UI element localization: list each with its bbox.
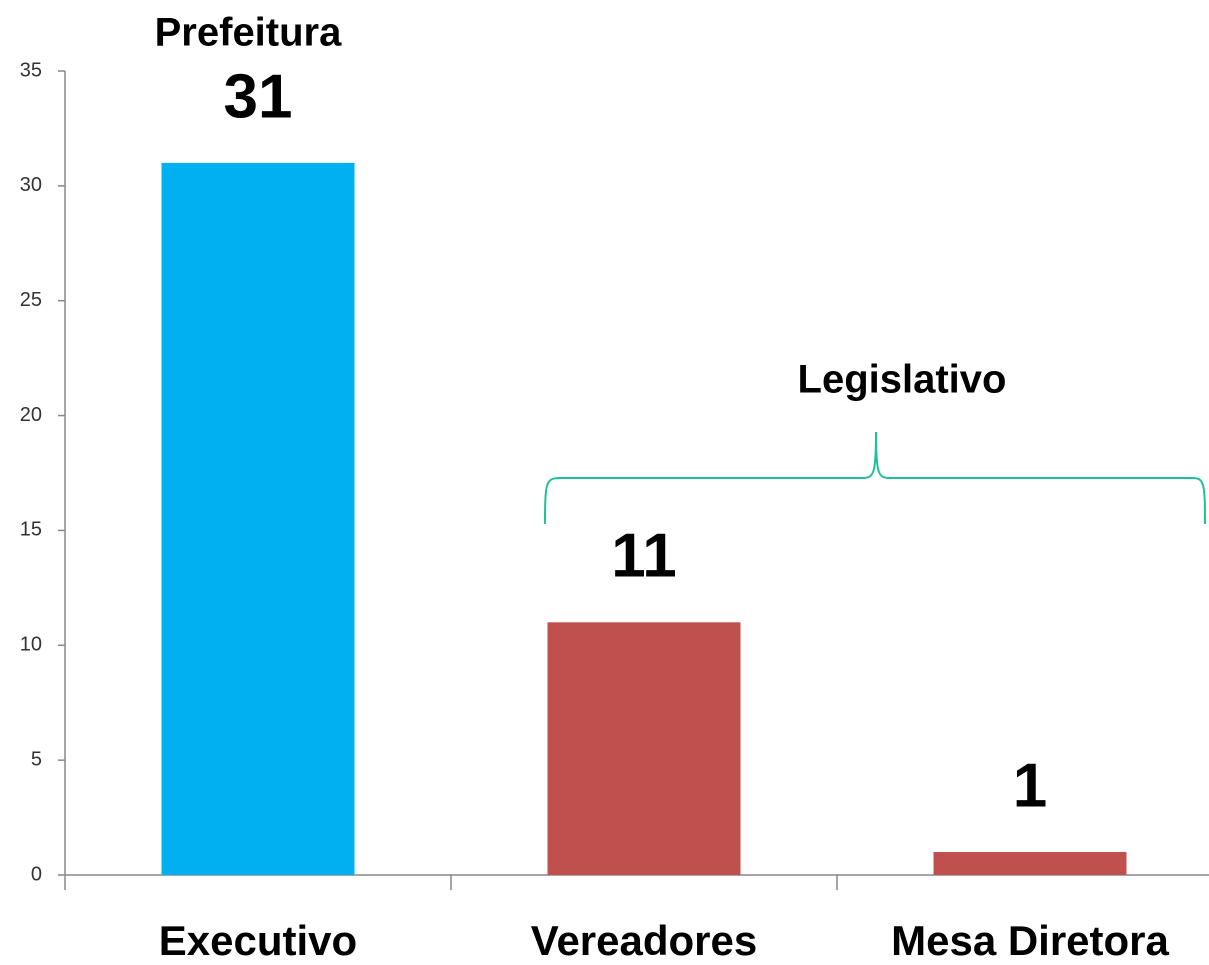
y-tick-label: 0 — [31, 863, 42, 885]
value-label: 11 — [611, 522, 677, 591]
bar — [161, 162, 355, 875]
annotation: Prefeitura — [155, 11, 342, 55]
bar — [933, 852, 1127, 875]
value-label: 31 — [224, 62, 293, 131]
value-label: 1 — [1013, 751, 1047, 820]
y-tick-label: 10 — [20, 634, 42, 656]
y-tick-label: 35 — [20, 59, 42, 81]
brace — [544, 431, 1206, 525]
y-tick-label: 15 — [20, 519, 42, 541]
x-tick-label: Executivo — [159, 917, 357, 964]
annotation: Legislativo — [798, 358, 1007, 402]
y-tick-label: 30 — [20, 174, 42, 196]
y-tick-label: 5 — [31, 748, 42, 770]
x-tick-label: Mesa Diretora — [891, 917, 1169, 964]
y-tick-label: 25 — [20, 289, 42, 311]
bar — [547, 622, 741, 875]
x-tick-label: Vereadores — [531, 917, 758, 964]
y-tick-label: 20 — [20, 404, 42, 426]
